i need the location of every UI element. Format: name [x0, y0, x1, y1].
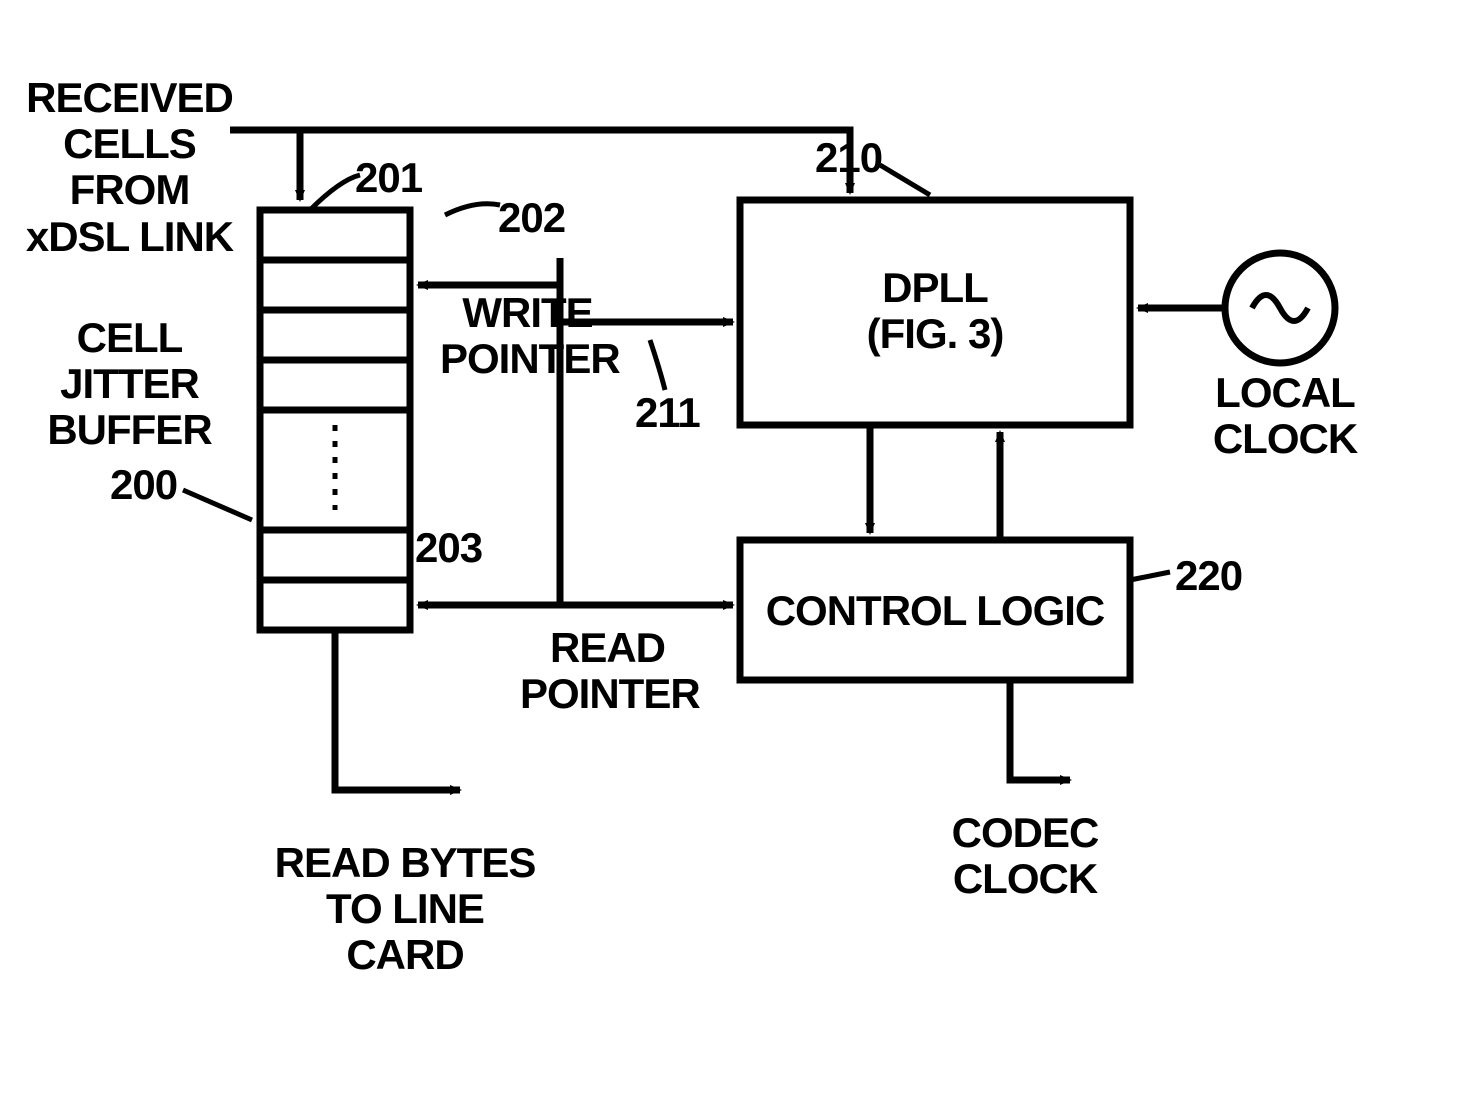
diagram: [183, 130, 1335, 790]
local-clock-icon: [1225, 253, 1335, 363]
ref-211: 211: [635, 390, 700, 436]
dpll-label: DPLL (FIG. 3): [740, 265, 1130, 357]
read-bytes-label: READ BYTES TO LINE CARD: [265, 840, 545, 979]
control-logic-label: CONTROL LOGIC: [740, 588, 1130, 634]
codec-clock-label: CODEC CLOCK: [950, 810, 1100, 902]
received-cells-label: RECEIVED CELLS FROM xDSL LINK: [22, 75, 237, 260]
read-pointer-label: READ POINTER: [520, 625, 695, 717]
cell-jitter-buffer: [260, 210, 410, 630]
ref-200: 200: [110, 462, 177, 508]
write-pointer-label: WRITE POINTER: [440, 290, 615, 382]
ref-210: 210: [815, 135, 882, 181]
ref-202: 202: [498, 195, 565, 241]
ref-220: 220: [1175, 553, 1242, 599]
ref-203: 203: [415, 525, 482, 571]
local-clock-label: LOCAL CLOCK: [1210, 370, 1360, 462]
ref-201: 201: [355, 155, 422, 201]
cell-jitter-buffer-label: CELL JITTER BUFFER: [22, 315, 237, 454]
